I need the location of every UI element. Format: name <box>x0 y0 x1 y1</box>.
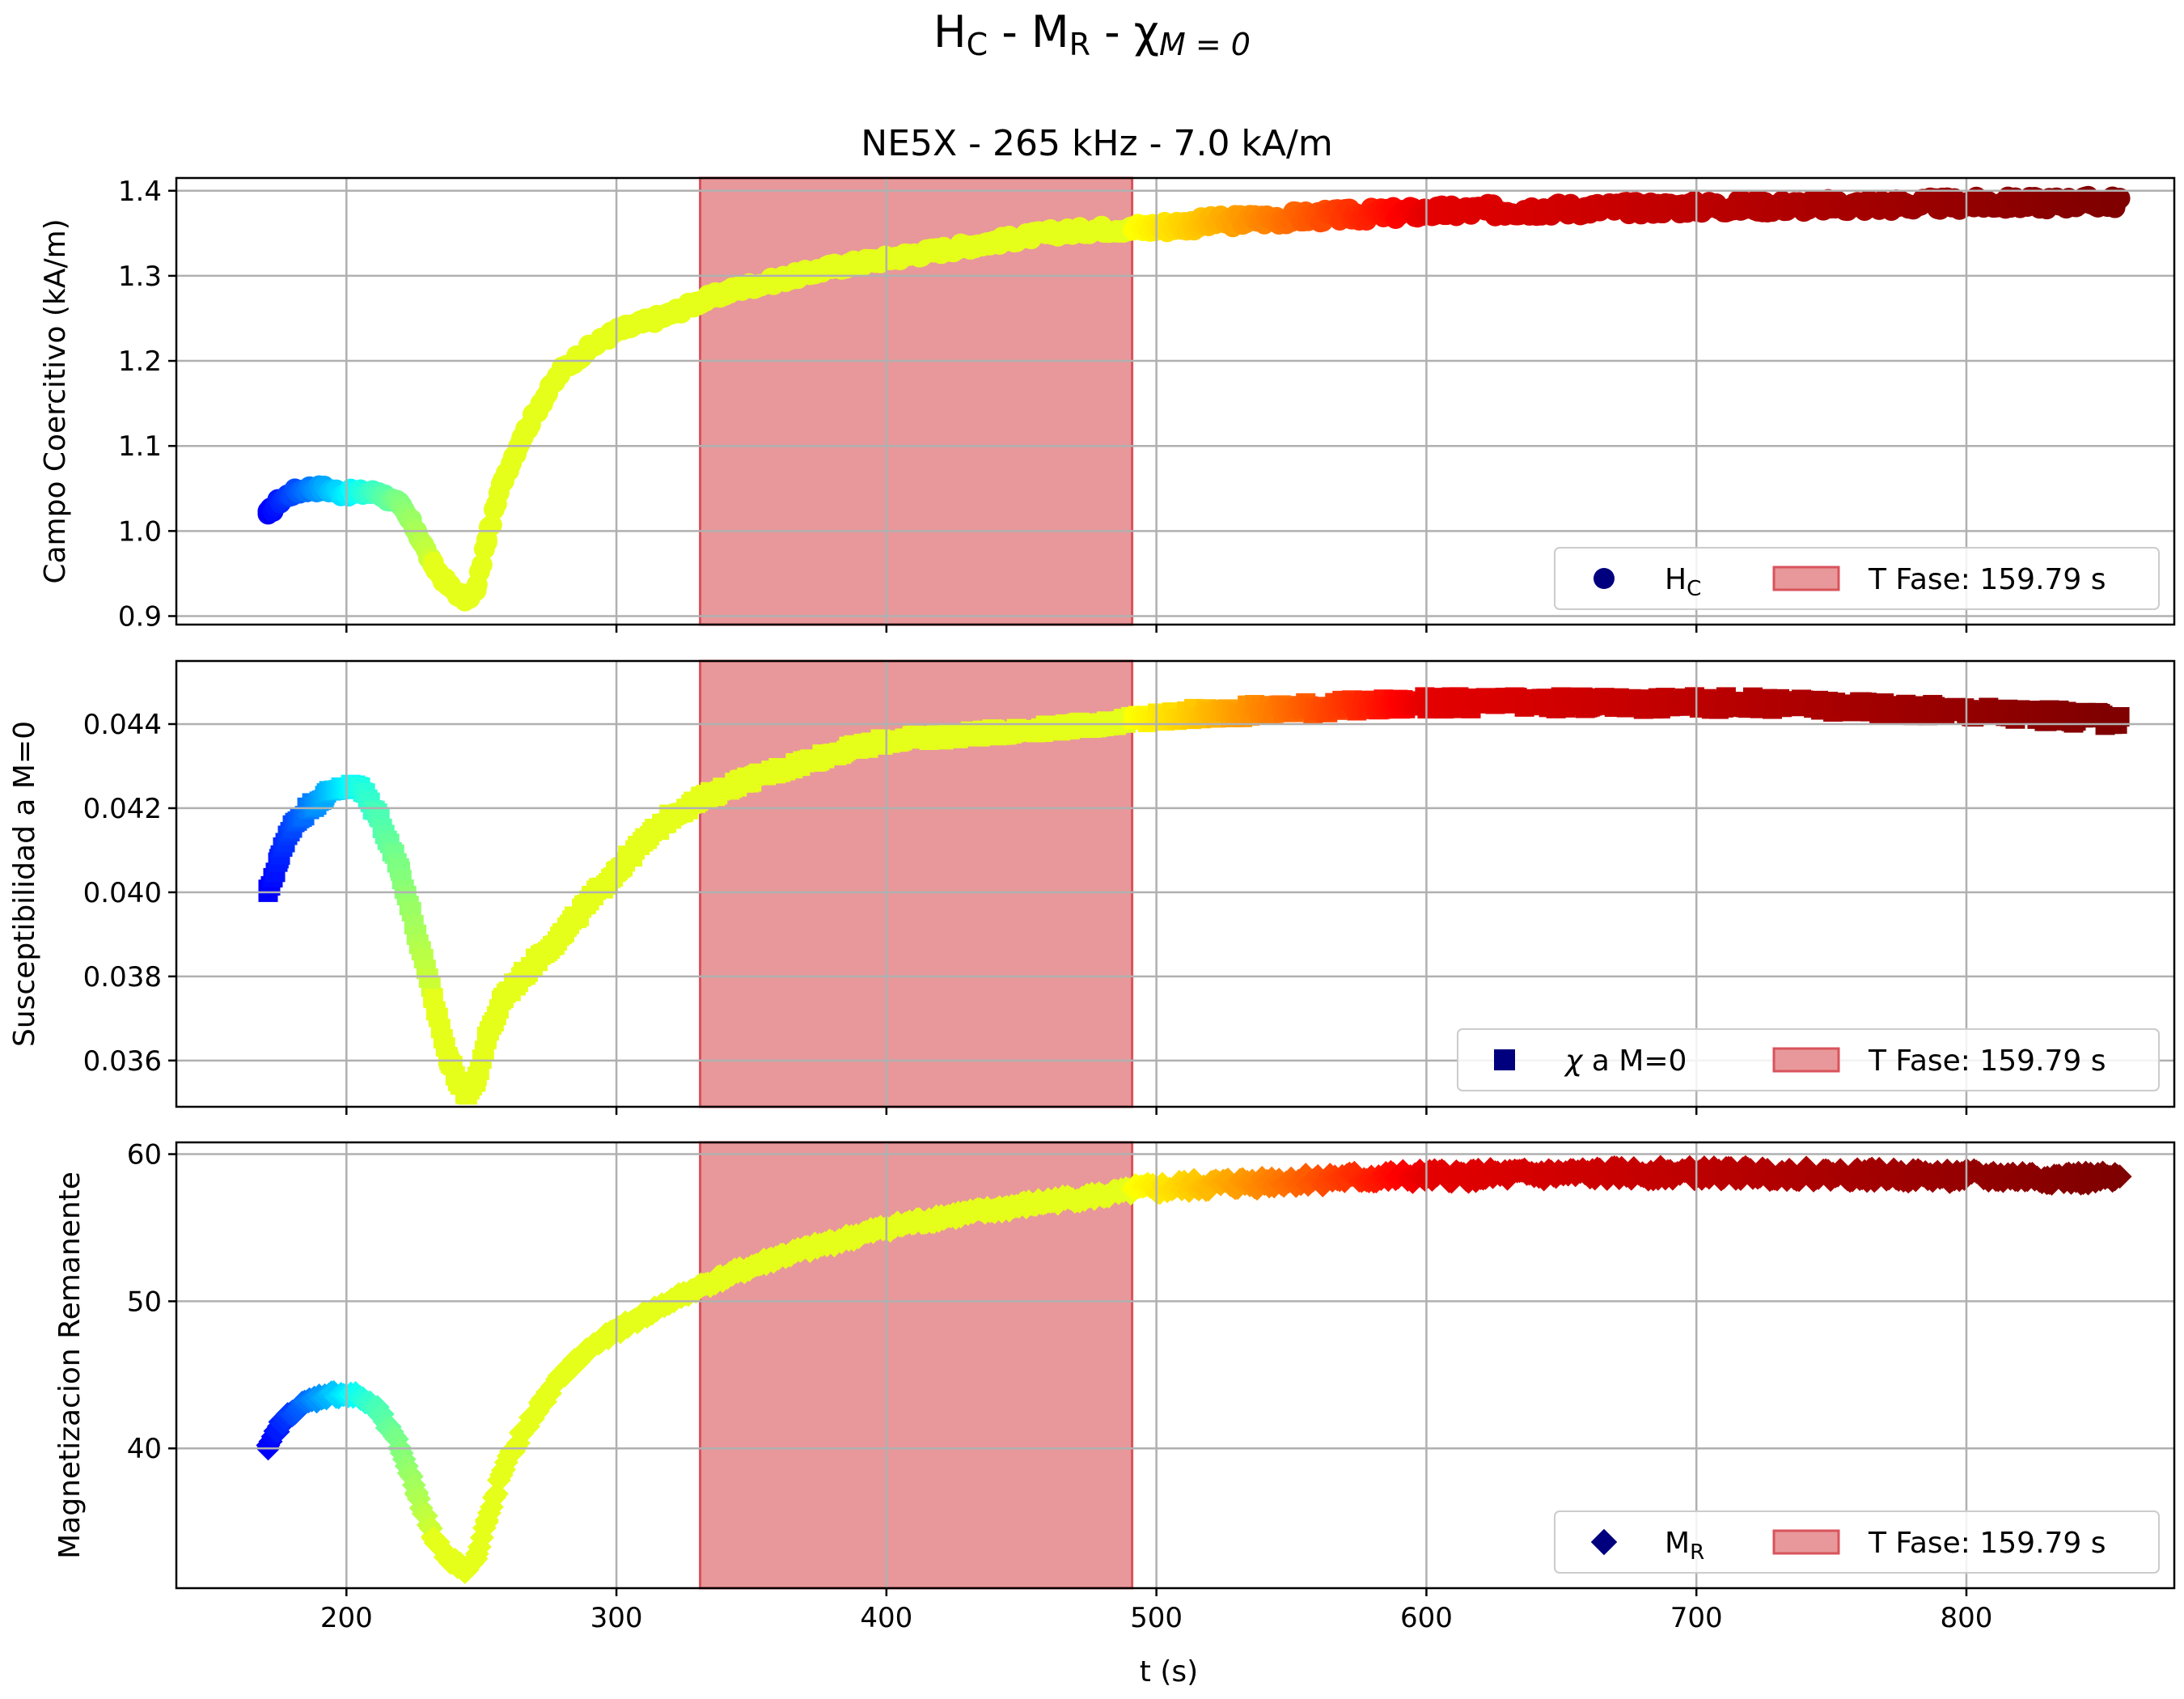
y-axis-label: Susceptibilidad a M=0 <box>8 721 41 1047</box>
figure-suptitle: HC - MR - χM = 0 <box>933 6 1251 62</box>
susceptibility-panel: 0.036 0.038 0.040 0.042 0.044 Susceptibilidad… <box>8 659 2176 1115</box>
legend-span-label: T Fase: 159.79 s <box>1868 563 2106 596</box>
axes-frame <box>175 1141 2176 1590</box>
legend-span-patch <box>1772 566 1840 591</box>
x-tick-label: 700 <box>1670 1602 1723 1634</box>
y-tick-label: 1.4 <box>118 176 162 208</box>
y-tick-label: 60 <box>127 1139 162 1172</box>
y-tick-label: 50 <box>127 1286 162 1318</box>
legend-marker <box>1590 1528 1618 1556</box>
axes-frame <box>175 659 2176 1108</box>
data-point-fill <box>471 554 493 576</box>
legend-marker <box>1494 1049 1515 1070</box>
x-tick-label: 600 <box>1400 1602 1453 1634</box>
remanent-magnetization-panel: 200 300 400 500 600 700 800 40 50 60 Magnetizacion… <box>53 1139 2176 1634</box>
y-tick-label: 1.2 <box>118 345 162 378</box>
x-tick-label: 200 <box>320 1602 373 1634</box>
y-tick-label: 0.036 <box>83 1045 162 1078</box>
data-point-fill <box>2109 188 2131 210</box>
legend-span-label: T Fase: 159.79 s <box>1868 1044 2106 1078</box>
legend: HC T Fase: 159.79 s <box>1554 547 2160 610</box>
legend-span-patch <box>1772 1529 1840 1555</box>
y-tick-label: 0.040 <box>83 877 162 909</box>
y-tick-label: 1.0 <box>118 515 162 548</box>
legend-series-label: HC <box>1665 563 1701 601</box>
y-tick-label: 1.1 <box>118 430 162 463</box>
axes-title: NE5X - 265 kHz - 7.0 kA/m <box>861 123 1332 164</box>
y-tick-label: 40 <box>127 1433 162 1465</box>
y-tick-label: 1.3 <box>118 261 162 293</box>
coercive-field-panel: 0.9 1.0 1.1 1.2 1.3 1.4 Campo Coercitivo (kA/m… <box>39 176 2176 633</box>
data-point-fill <box>2107 1164 2132 1189</box>
legend-span-patch <box>1772 1047 1840 1073</box>
y-tick-label: 0.044 <box>83 709 162 741</box>
axes-frame <box>175 176 2176 626</box>
legend: χ a M=0 T Fase: 159.79 s <box>1457 1028 2160 1091</box>
legend-marker <box>1594 568 1615 589</box>
x-tick-label: 800 <box>1941 1602 1993 1634</box>
y-tick-label: 0.9 <box>118 600 162 633</box>
legend-box <box>1554 547 2160 610</box>
data-points <box>258 687 2130 1105</box>
y-axis-label: Magnetizacion Remanente <box>53 1172 87 1559</box>
data-points <box>256 1155 2132 1585</box>
legend-series-label: χ a M=0 <box>1564 1044 1687 1078</box>
x-tick-label: 300 <box>590 1602 643 1634</box>
y-tick-label: 0.038 <box>83 961 162 994</box>
y-axis-label: Campo Coercitivo (kA/m) <box>39 218 72 583</box>
x-tick-label: 500 <box>1130 1602 1183 1634</box>
legend-box <box>1554 1510 2160 1574</box>
legend-series-label: MR <box>1665 1527 1704 1565</box>
x-axis-label: t (s) <box>1140 1655 1198 1688</box>
legend: MR T Fase: 159.79 s <box>1554 1510 2160 1574</box>
legend-span-label: T Fase: 159.79 s <box>1868 1527 2106 1560</box>
y-tick-label: 0.042 <box>83 793 162 825</box>
x-tick-label: 400 <box>860 1602 912 1634</box>
